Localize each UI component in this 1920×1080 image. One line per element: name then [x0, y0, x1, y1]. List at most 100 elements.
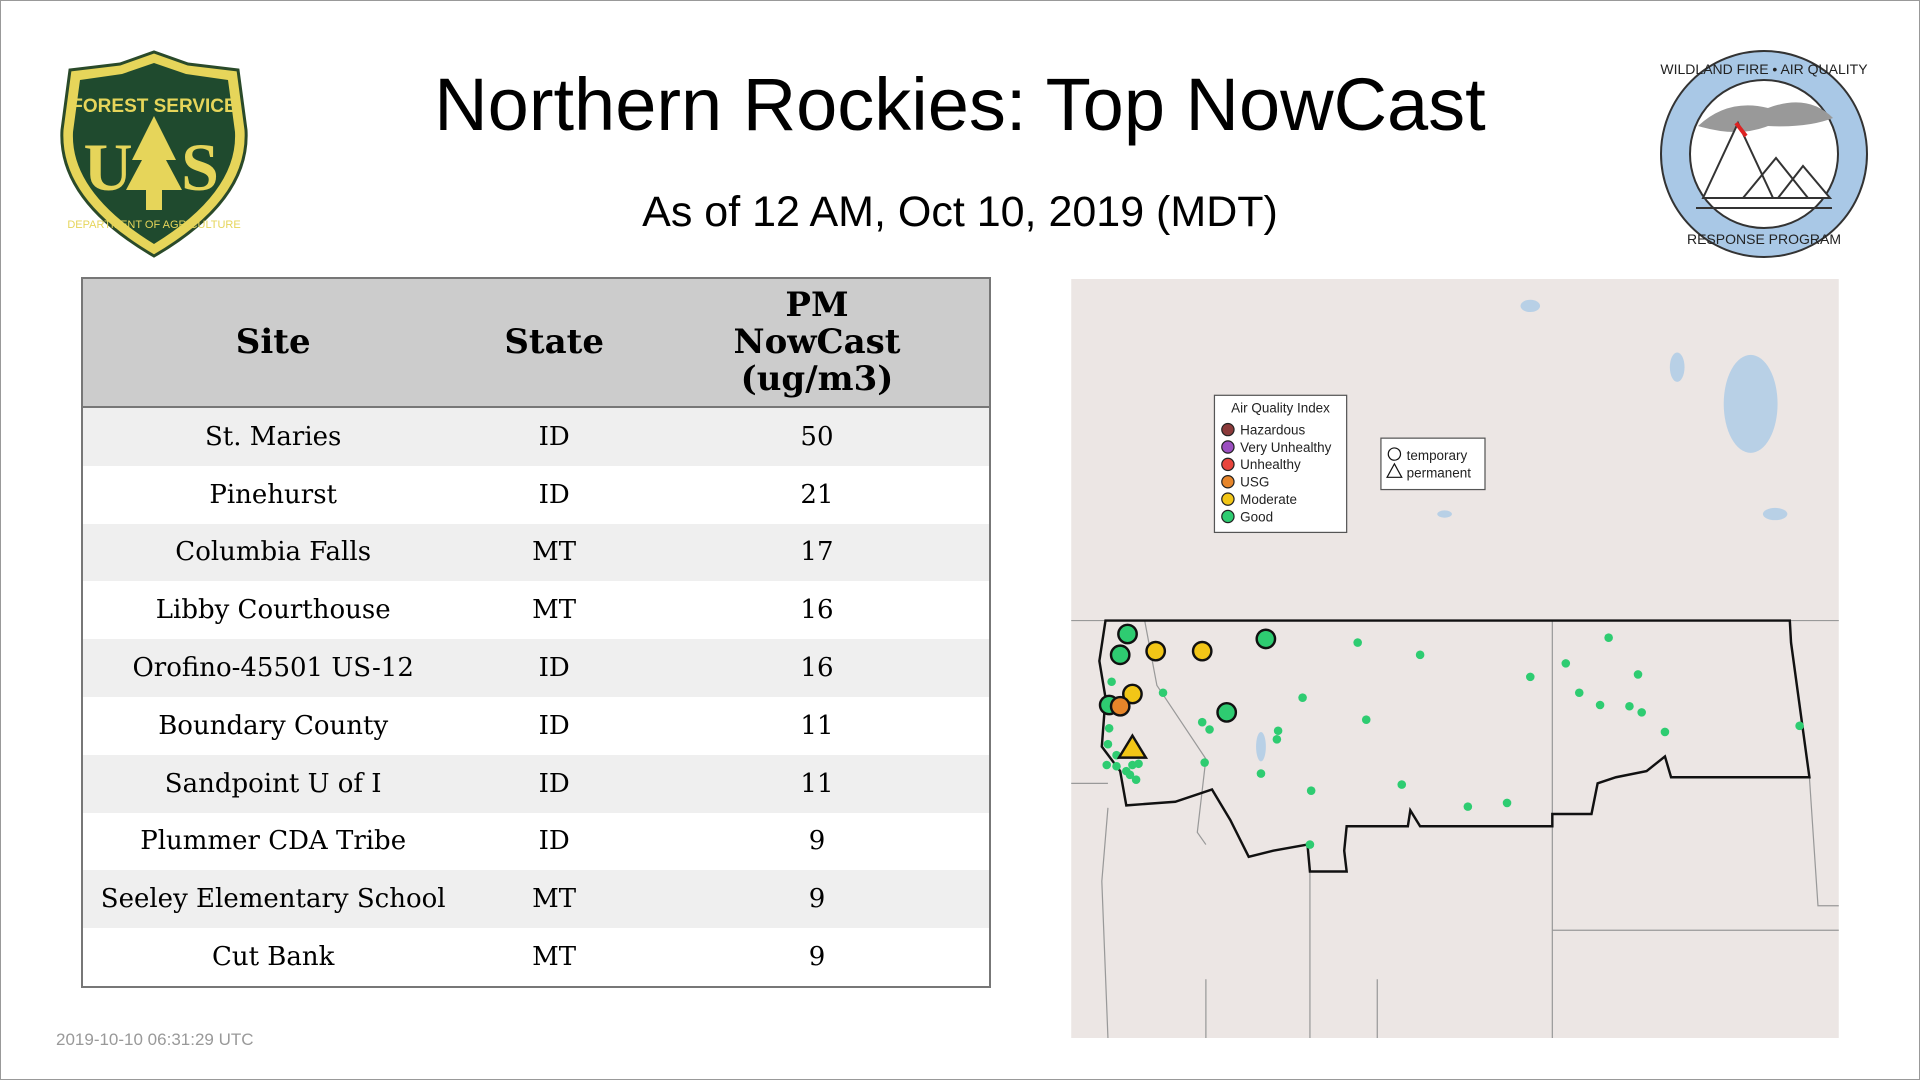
site-marker-small[interactable]	[1103, 739, 1113, 749]
site-marker-small[interactable]	[1526, 672, 1535, 682]
aqi-legend-label: Hazardous	[1240, 422, 1305, 437]
site-marker-small[interactable]	[1102, 760, 1112, 770]
wildland-fire-logo: WILDLAND FIRE • AIR QUALITY RESPONSE PRO…	[1660, 50, 1868, 258]
aqi-swatch-icon	[1221, 422, 1235, 437]
table-row: Seeley Elementary School MT 9	[82, 870, 990, 929]
site-marker-small[interactable]	[1112, 761, 1121, 771]
region-outline	[1098, 619, 1811, 873]
page-title: Northern Rockies: Top NowCast	[434, 63, 1486, 146]
site-marker-small[interactable]	[1625, 701, 1634, 711]
cell-state: ID	[463, 812, 645, 871]
site-marker-small[interactable]	[1256, 769, 1266, 778]
aqi-legend-title: Air Quality Index	[1231, 400, 1330, 415]
svg-text:S: S	[181, 129, 219, 205]
site-marker[interactable]	[1191, 640, 1213, 662]
site-marker[interactable]	[1255, 628, 1277, 650]
table-row: St. Maries ID 50	[82, 407, 990, 466]
site-marker-small[interactable]	[1415, 650, 1425, 660]
lakes	[1256, 299, 1788, 762]
aqi-swatch-icon	[1221, 492, 1235, 506]
aqi-swatch-icon	[1221, 457, 1235, 472]
table-row: Sandpoint U of I ID 11	[82, 754, 990, 813]
site-marker-small[interactable]	[1104, 723, 1114, 733]
site-marker-small[interactable]	[1574, 688, 1584, 698]
table-row: Pinehurst ID 21	[82, 465, 990, 524]
site-marker-small[interactable]	[1158, 688, 1168, 698]
cell-state: ID	[463, 754, 645, 813]
site-marker-small[interactable]	[1637, 708, 1646, 717]
svg-text:U: U	[83, 129, 132, 205]
svg-text:FOREST SERVICE: FOREST SERVICE	[71, 96, 236, 117]
site-marker-small[interactable]	[1463, 802, 1473, 811]
cell-site: Seeley Elementary School	[82, 870, 464, 929]
column-header-nowcast: PM NowCast (ug/m3)	[644, 278, 990, 408]
aqi-map[interactable]: Air Quality Index Hazardous Very Unhealth…	[1071, 279, 1839, 1038]
cell-state: MT	[463, 928, 645, 987]
site-marker-small[interactable]	[1134, 759, 1143, 769]
site-marker-small[interactable]	[1298, 693, 1307, 702]
site-marker[interactable]	[1216, 701, 1238, 723]
aqi-legend-label: Good	[1240, 509, 1273, 524]
legend-label-temporary: temporary	[1407, 448, 1468, 463]
cell-value: 16	[644, 581, 990, 640]
site-marker-small[interactable]	[1200, 758, 1209, 767]
generated-timestamp: 2019-10-10 06:31:29 UTC	[56, 1030, 254, 1049]
table-row: Cut Bank MT 9	[82, 928, 990, 987]
cell-site: Columbia Falls	[82, 523, 464, 582]
site-marker-small[interactable]	[1197, 717, 1207, 727]
site-marker-small[interactable]	[1397, 780, 1407, 789]
aqi-legend-label: Moderate	[1240, 492, 1297, 507]
cell-value: 9	[644, 812, 990, 871]
site-marker-small[interactable]	[1125, 770, 1135, 780]
site-marker[interactable]	[1109, 644, 1131, 666]
aqi-swatch-icon	[1221, 509, 1235, 524]
column-header-line: NowCast	[733, 322, 901, 362]
site-marker-small[interactable]	[1502, 798, 1512, 808]
aqi-legend-label: USG	[1240, 475, 1269, 490]
cell-site: Cut Bank	[82, 928, 464, 987]
cell-state: MT	[463, 581, 645, 640]
cell-value: 9	[644, 928, 990, 987]
table-row: Columbia Falls MT 17	[82, 523, 990, 582]
site-marker[interactable]	[1122, 683, 1143, 705]
table-row: Orofino-45501 US-12 ID 16	[82, 639, 990, 697]
map-background	[1071, 279, 1839, 1038]
site-marker-small[interactable]	[1633, 670, 1643, 679]
aqi-legend-label: Very Unhealthy	[1240, 440, 1332, 455]
aqi-swatch-icon	[1221, 440, 1235, 454]
site-marker-small[interactable]	[1131, 775, 1141, 784]
circle-icon	[1387, 447, 1402, 461]
cell-value: 11	[644, 696, 990, 755]
cell-state: MT	[463, 523, 645, 582]
site-marker-small[interactable]	[1205, 725, 1214, 734]
site-marker[interactable]	[1109, 695, 1131, 717]
site-marker-small[interactable]	[1107, 677, 1116, 687]
page-subtitle: As of 12 AM, Oct 10, 2019 (MDT)	[642, 188, 1278, 236]
site-marker-small[interactable]	[1561, 659, 1571, 668]
site-marker-small[interactable]	[1361, 715, 1371, 724]
site-marker-small[interactable]	[1660, 727, 1670, 737]
site-marker-small[interactable]	[1306, 786, 1316, 795]
cell-value: 17	[644, 523, 990, 582]
aqi-legend-label: Unhealthy	[1240, 457, 1301, 472]
site-marker-permanent[interactable]	[1116, 733, 1149, 759]
site-marker[interactable]	[1145, 640, 1167, 662]
site-marker-small[interactable]	[1353, 638, 1362, 647]
site-marker-small[interactable]	[1305, 840, 1315, 849]
cell-value: 16	[644, 639, 990, 697]
cell-site: Pinehurst	[82, 465, 464, 524]
site-marker-small[interactable]	[1595, 700, 1605, 710]
forest-service-logo: FOREST SERVICE U S DEPARTMENT OF AGRICUL…	[60, 50, 248, 258]
site-marker-small[interactable]	[1273, 726, 1283, 736]
cell-site: Orofino-45501 US-12	[82, 639, 464, 697]
cell-value: 50	[644, 407, 990, 466]
site-marker-small[interactable]	[1795, 721, 1804, 731]
cell-state: ID	[463, 639, 645, 697]
svg-text:RESPONSE PROGRAM: RESPONSE PROGRAM	[1687, 231, 1841, 247]
cell-state: MT	[463, 870, 645, 929]
site-marker-small[interactable]	[1604, 633, 1613, 642]
site-marker-small[interactable]	[1272, 735, 1282, 744]
site-marker[interactable]	[1117, 623, 1138, 645]
cell-value: 9	[644, 870, 990, 929]
cell-state: ID	[463, 696, 645, 755]
